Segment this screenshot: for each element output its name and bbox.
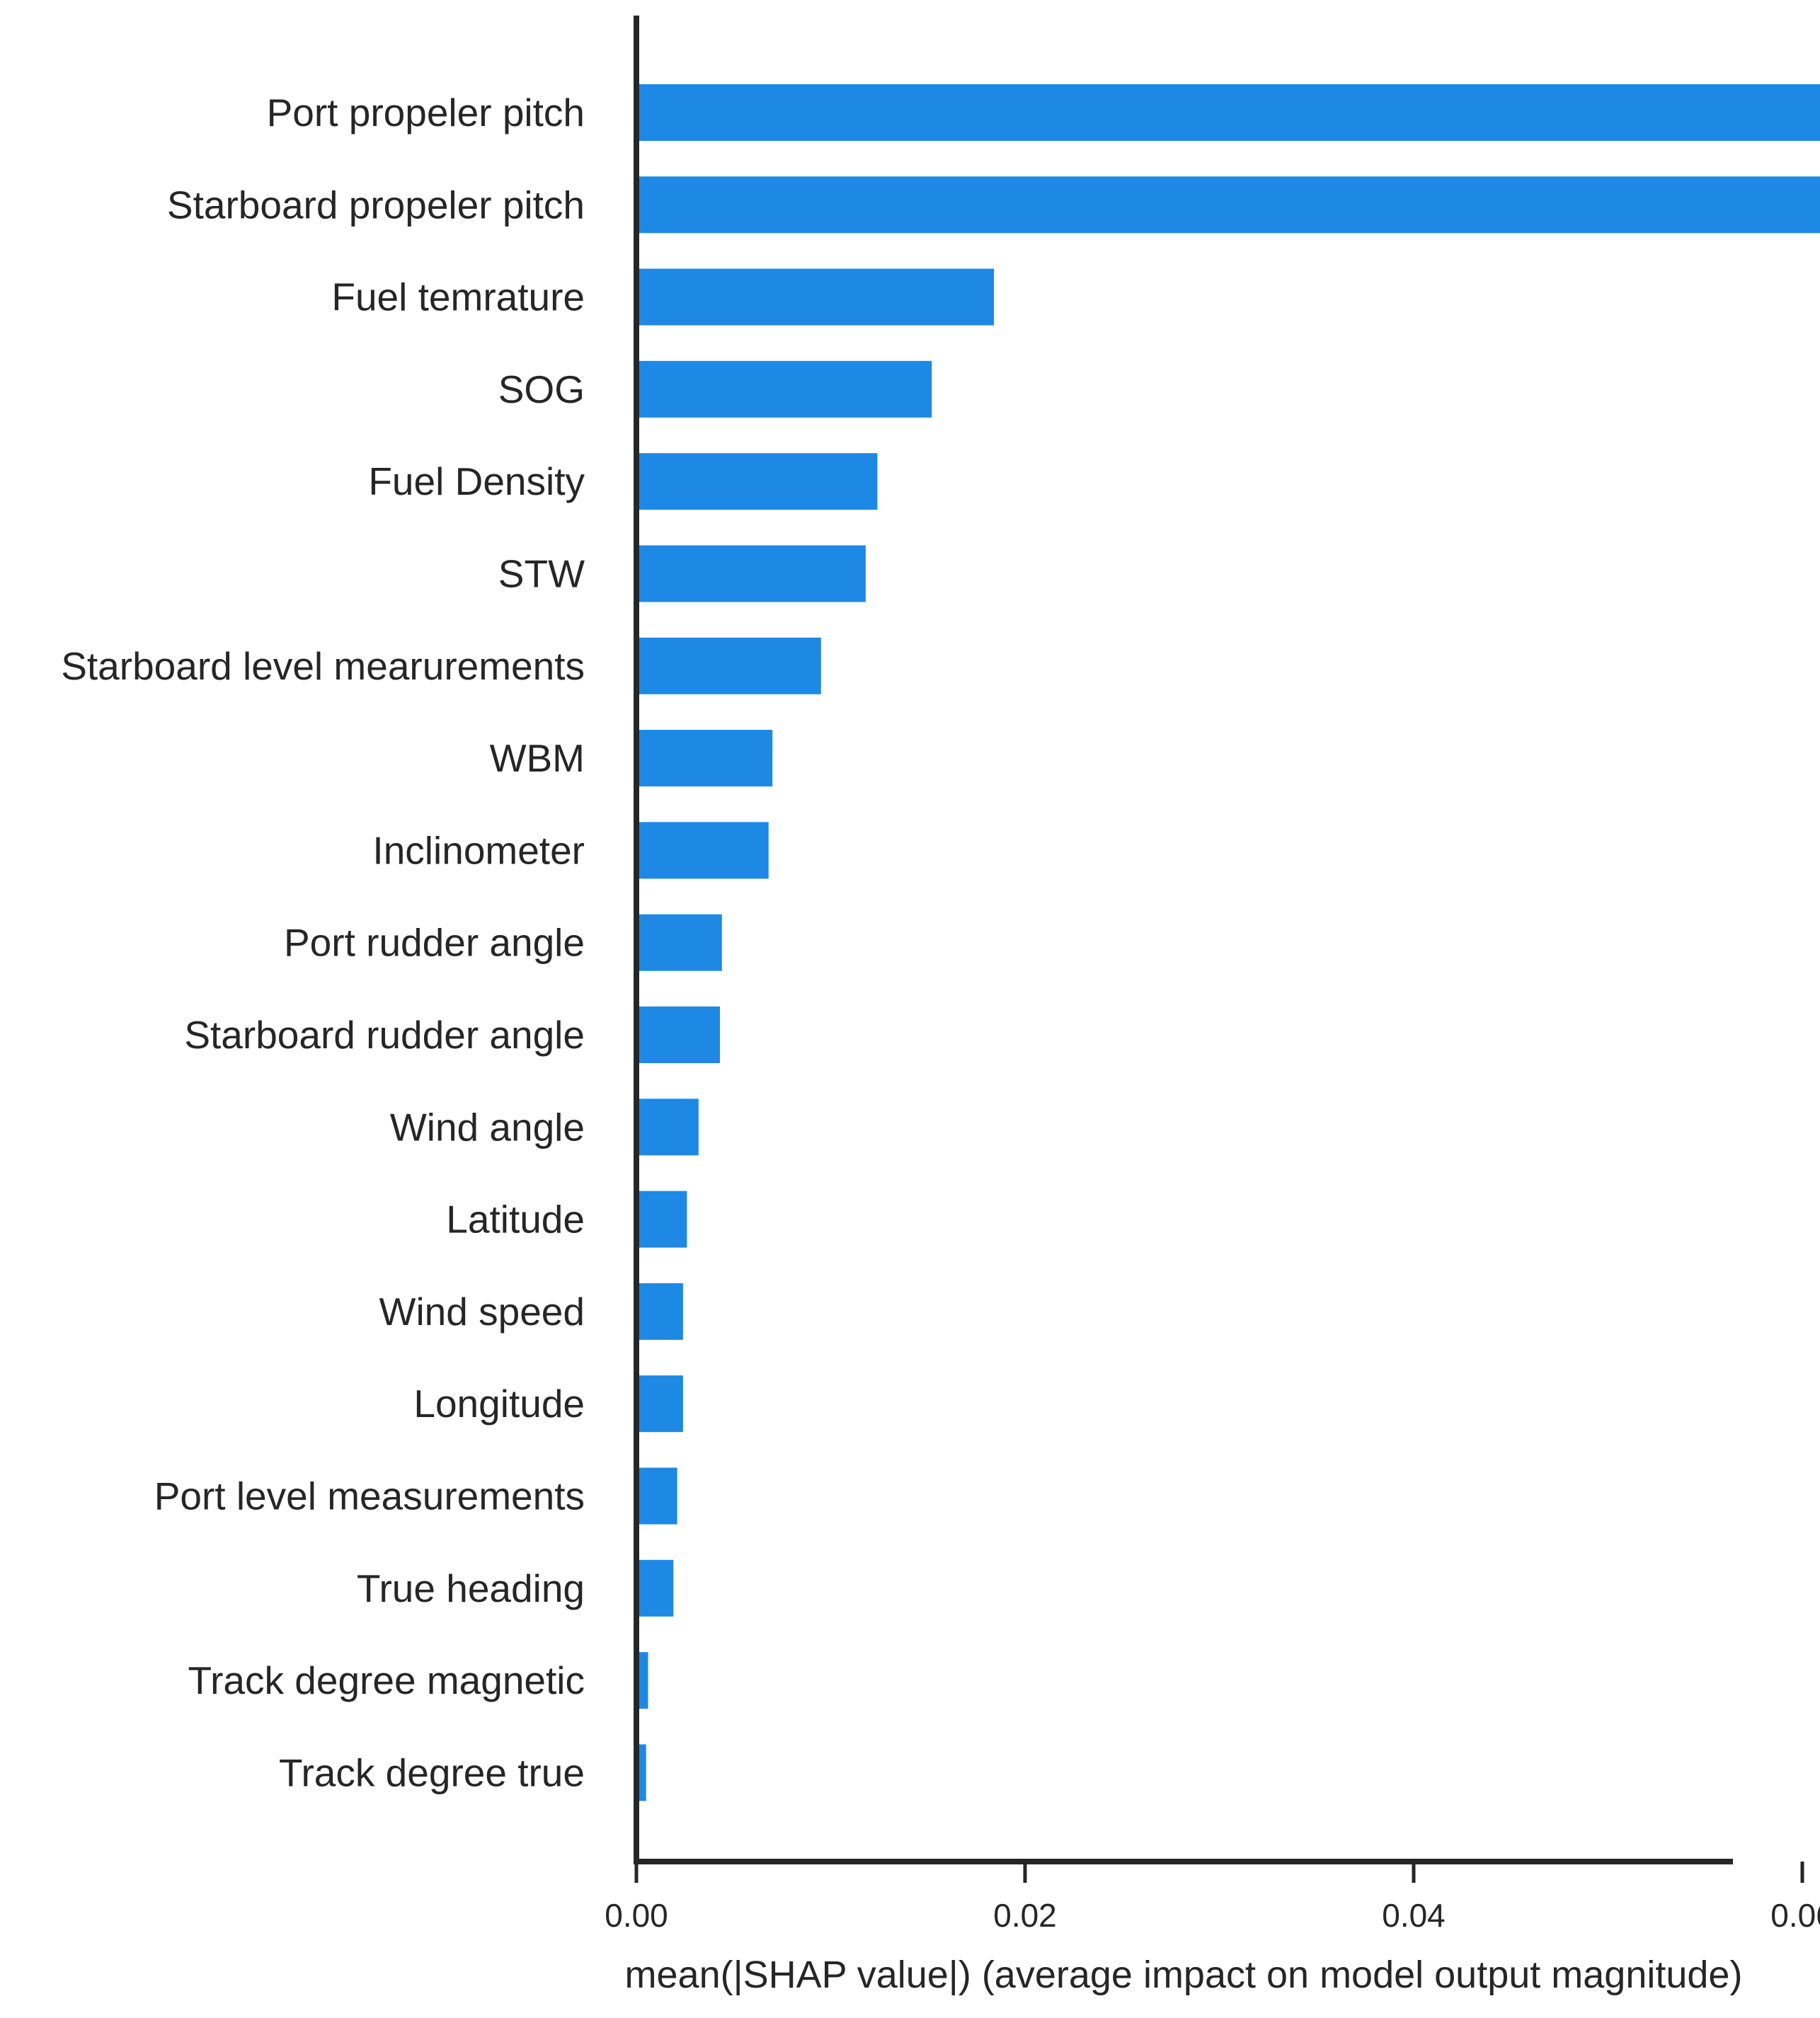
bar-3: [636, 360, 932, 418]
y-tick-label: SOG: [498, 367, 585, 411]
bar-6: [636, 637, 821, 694]
x-tick-label: 0.04: [1382, 1897, 1446, 1934]
bar-4: [636, 453, 878, 510]
y-axis-labels: Port propeler pitch Starboard propeler pi…: [61, 91, 585, 1794]
bar-14: [636, 1375, 683, 1433]
bar-9: [636, 914, 722, 971]
bar-8: [636, 822, 769, 879]
bar-17: [636, 1652, 648, 1709]
bar-7: [636, 730, 773, 787]
y-tick-label: Longitude: [413, 1382, 585, 1426]
y-tick-label: STW: [498, 552, 585, 596]
bar-5: [636, 545, 866, 602]
bar-16: [636, 1559, 674, 1617]
bar-11: [636, 1099, 699, 1156]
y-tick-label: Wind angle: [390, 1105, 585, 1149]
bar-2: [636, 268, 995, 326]
y-tick-label: Port propeler pitch: [267, 91, 585, 134]
x-tick-label: 0.06: [1770, 1897, 1820, 1934]
y-tick-label: Track degree magnetic: [188, 1658, 585, 1702]
y-tick-label: Starboard level mearurements: [61, 644, 585, 688]
bar-12: [636, 1191, 687, 1248]
bar-0: [636, 84, 1820, 141]
x-axis-label: mean(|SHAP value|) (average impact on mo…: [625, 1954, 1743, 1996]
bar-1: [636, 176, 1820, 234]
y-tick-label: Port rudder angle: [284, 921, 585, 965]
y-tick-label: Track degree true: [279, 1750, 585, 1794]
y-tick-label: Wind speed: [379, 1290, 585, 1334]
y-tick-label: Starboard propeler pitch: [167, 183, 585, 227]
y-tick-label: Inclinometer: [372, 828, 585, 872]
y-tick-label: Port level measurements: [154, 1474, 585, 1518]
x-axis-ticks: 0.000.020.040.060.080.10: [605, 1862, 1820, 1934]
y-tick-label: Fuel Density: [368, 459, 585, 503]
y-tick-label: Starboard rudder angle: [184, 1013, 585, 1057]
y-tick-label: Fuel temrature: [331, 275, 585, 319]
bars-group: [636, 84, 1820, 1801]
bar-10: [636, 1007, 720, 1063]
y-tick-label: Latitude: [446, 1198, 585, 1242]
y-tick-label: WBM: [490, 736, 585, 780]
y-tick-label: True heading: [357, 1566, 585, 1610]
bar-13: [636, 1283, 683, 1340]
x-tick-label: 0.00: [605, 1897, 668, 1934]
x-tick-label: 0.02: [993, 1897, 1057, 1934]
bar-15: [636, 1467, 677, 1525]
